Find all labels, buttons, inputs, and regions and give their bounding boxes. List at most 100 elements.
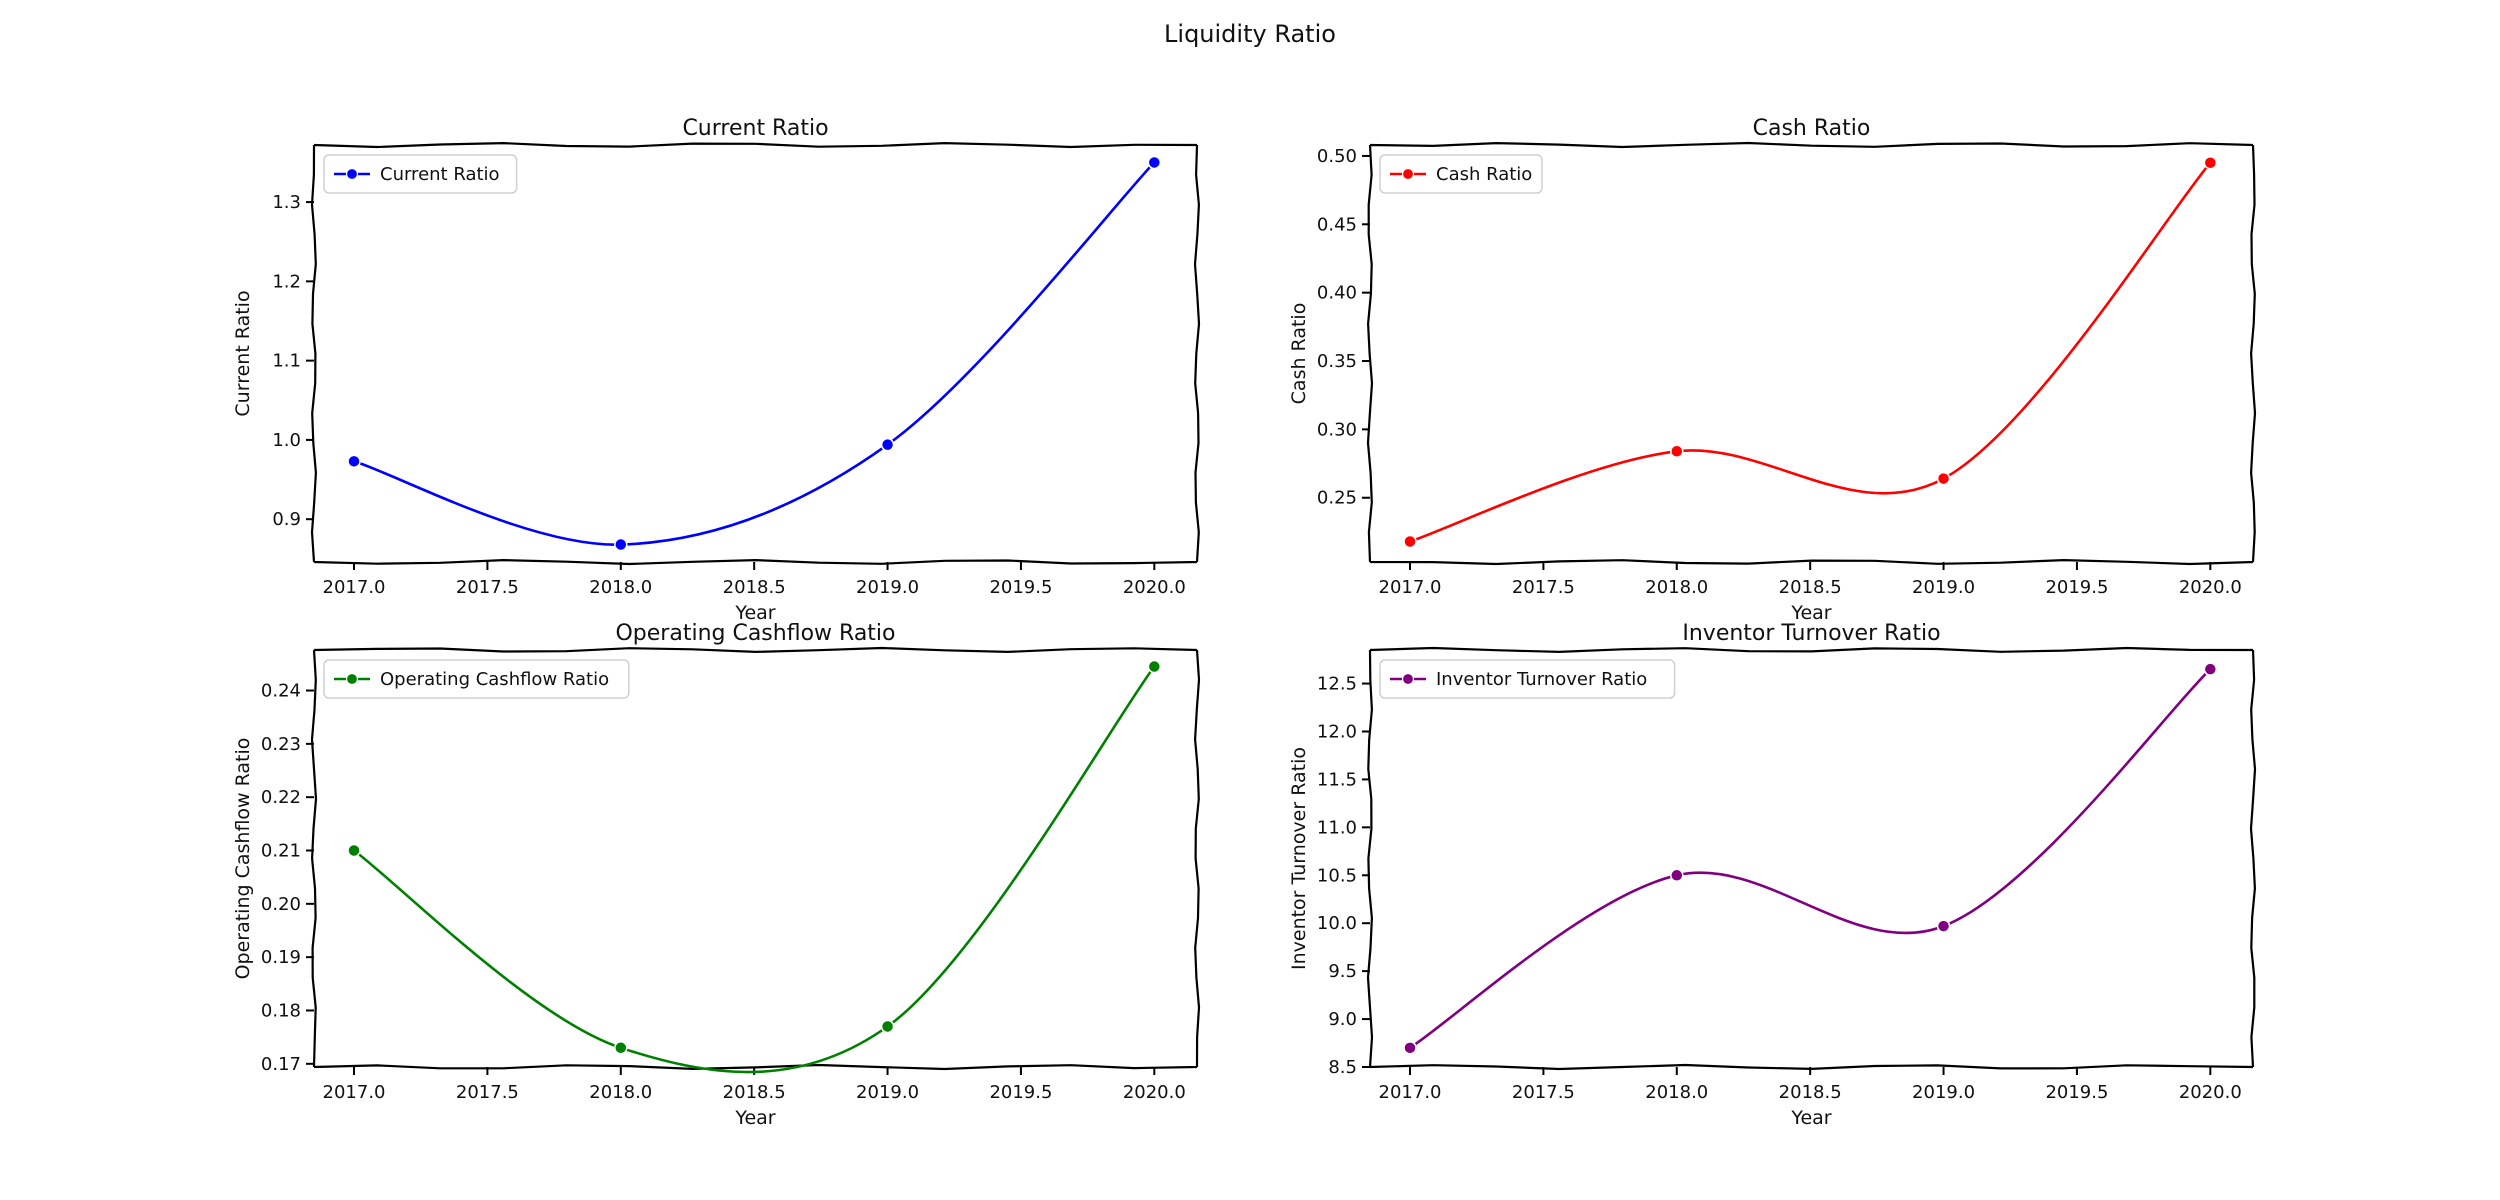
y-tick-label: 10.0	[1317, 913, 1357, 934]
x-tick-label: 2018.5	[1779, 577, 1842, 598]
y-axis-label: Current Ratio	[232, 290, 254, 416]
x-tick-label: 2017.5	[456, 577, 519, 598]
data-point	[1936, 919, 1951, 933]
chart-panel-1: Current Ratio 2017.0 2017.5 2018.0 2018.5 201…	[232, 116, 1201, 624]
data-point	[1670, 868, 1684, 883]
y-tick-label: 0.24	[261, 681, 301, 702]
data-point	[1936, 471, 1951, 486]
legend: Current Ratio	[323, 154, 518, 194]
y-tick-label: 0.20	[261, 894, 301, 915]
series-line	[353, 161, 1156, 546]
x-tick-label: 2018.5	[1779, 1082, 1842, 1103]
y-tick-label: 1.2	[272, 271, 301, 292]
y-tick-label: 1.1	[272, 351, 301, 372]
x-tick-label: 2017.5	[1512, 1082, 1575, 1103]
plot-frame	[1366, 141, 2257, 566]
legend: Inventor Turnover Ratio	[1379, 659, 1676, 699]
y-tick-label: 0.21	[261, 841, 301, 862]
chart-title: Current Ratio	[682, 116, 828, 141]
y-tick-label: 12.5	[1317, 674, 1357, 695]
y-tick-label: 10.5	[1317, 865, 1357, 886]
legend-box	[323, 659, 630, 699]
y-tick-label: 8.5	[1328, 1057, 1357, 1078]
series-line	[1409, 161, 2212, 543]
x-tick-label: 2020.0	[2179, 577, 2242, 598]
data-point	[880, 437, 895, 452]
plot-frame	[1366, 646, 2257, 1071]
y-tick-label: 0.35	[1317, 351, 1357, 372]
legend-box	[1379, 154, 1543, 194]
x-tick-label: 2017.0	[323, 577, 386, 598]
x-tick-label: 2017.0	[1379, 577, 1442, 598]
x-tick-label: 2017.5	[456, 1082, 519, 1103]
x-tick-label: 2019.0	[856, 577, 919, 598]
x-axis-label: Year	[734, 602, 775, 624]
x-tick-label: 2019.5	[989, 577, 1052, 598]
y-tick-label: 0.25	[1317, 488, 1357, 509]
legend-box	[323, 154, 518, 194]
data-point	[347, 454, 361, 469]
data-point	[1403, 534, 1417, 549]
data-point	[614, 1041, 628, 1055]
legend-marker	[1401, 167, 1415, 181]
data-point	[1403, 1041, 1417, 1055]
chart-panel-2: Cash Ratio 2017.0 2017.5 2018.0 2018.5 2019.0…	[1288, 116, 2257, 624]
chart-panel-3: Operating Cashflow Ratio 2017.0 2017.5 2018…	[232, 621, 1201, 1129]
legend-label: Current Ratio	[380, 164, 500, 185]
x-tick-label: 2018.0	[589, 1082, 652, 1103]
x-tick-label: 2018.0	[1645, 1082, 1708, 1103]
legend-label: Inventor Turnover Ratio	[1436, 669, 1647, 690]
legend-label: Cash Ratio	[1436, 164, 1532, 185]
chart-panel-4: Inventor Turnover Ratio 2017.0 2017.5 2018.…	[1288, 621, 2257, 1129]
x-tick-label: 2018.0	[1645, 577, 1708, 598]
y-tick-label: 0.18	[261, 1000, 301, 1021]
y-tick-label: 0.17	[261, 1054, 301, 1075]
y-tick-label: 11.0	[1317, 817, 1357, 838]
series-line	[1409, 668, 2212, 1049]
data-point	[2203, 662, 2218, 676]
legend-label: Operating Cashflow Ratio	[380, 669, 609, 690]
x-axis-label: Year	[734, 1107, 775, 1129]
x-tick-label: 2020.0	[2179, 1082, 2242, 1103]
series-line	[353, 665, 1156, 1074]
chart-title: Cash Ratio	[1753, 116, 1871, 141]
y-axis-label: Inventor Turnover Ratio	[1288, 747, 1310, 970]
data-point	[614, 537, 628, 552]
x-tick-label: 2019.5	[2045, 577, 2108, 598]
y-axis-label: Operating Cashflow Ratio	[232, 738, 254, 980]
legend-box	[1379, 659, 1676, 699]
y-tick-label: 0.19	[261, 947, 301, 968]
x-tick-label: 2019.5	[989, 1082, 1052, 1103]
x-tick-label: 2017.0	[323, 1082, 386, 1103]
legend-marker	[345, 672, 359, 686]
y-tick-label: 0.45	[1317, 214, 1357, 235]
x-axis-label: Year	[1790, 602, 1831, 624]
y-tick-label: 9.5	[1328, 961, 1357, 982]
y-tick-label: 0.40	[1317, 283, 1357, 304]
data-point	[2203, 156, 2218, 170]
data-point	[347, 843, 361, 858]
y-tick-label: 0.50	[1317, 146, 1357, 167]
figure-title: Liquidity Ratio	[1164, 20, 1336, 48]
x-tick-label: 2018.5	[723, 577, 786, 598]
y-tick-label: 9.0	[1328, 1009, 1357, 1030]
y-tick-label: 0.30	[1317, 419, 1357, 440]
legend-marker	[1401, 672, 1415, 686]
plot-frame	[310, 141, 1201, 566]
legend: Operating Cashflow Ratio	[323, 659, 630, 699]
x-tick-label: 2019.0	[856, 1082, 919, 1103]
x-tick-label: 2018.0	[589, 577, 652, 598]
y-tick-label: 0.22	[261, 787, 301, 808]
data-point	[1147, 659, 1162, 674]
legend-marker	[345, 167, 359, 181]
plot-frame	[310, 646, 1201, 1071]
x-tick-label: 2017.5	[1512, 577, 1575, 598]
x-tick-label: 2019.0	[1912, 1082, 1975, 1103]
y-tick-label: 11.5	[1317, 769, 1357, 790]
x-tick-label: 2019.5	[2045, 1082, 2108, 1103]
y-tick-label: 1.3	[272, 192, 301, 213]
y-tick-label: 0.9	[272, 509, 301, 530]
y-axis-label: Cash Ratio	[1288, 303, 1310, 405]
x-tick-label: 2020.0	[1123, 1082, 1186, 1103]
